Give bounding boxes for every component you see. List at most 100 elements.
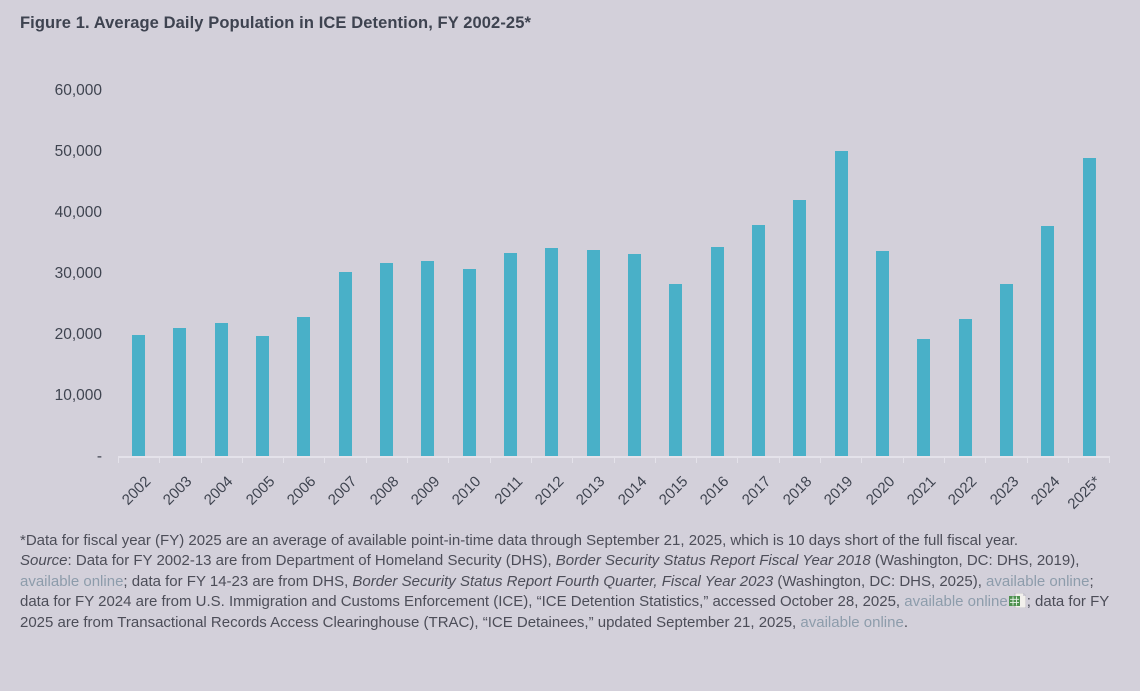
bar-2025 [1082,158,1096,457]
x-tick-label-2007: 2007 [325,473,361,509]
x-label-slot: 2021 [903,463,944,535]
bar-slot-2020 [862,91,903,457]
bar-slot-2017 [738,91,779,457]
notes-block: *Data for fiscal year (FY) 2025 are an a… [20,531,1124,633]
x-label-slot: 2009 [407,463,448,535]
x-tick [902,458,944,463]
bar-slot-2012 [531,91,572,457]
x-tick-label-2011: 2011 [491,473,526,508]
bar-slot-2004 [201,91,242,457]
x-tick [861,458,902,463]
x-tick [159,458,200,463]
x-label-slot: 2022 [945,463,986,535]
bars-group [118,91,1110,457]
source-note: Source: Data for FY 2002-13 are from Dep… [20,551,1124,633]
y-tick-label-50000: 50,000 [54,143,102,160]
x-tick-label-2008: 2008 [366,473,402,509]
x-tick-label-2004: 2004 [201,473,237,509]
bar-slot-2016 [697,91,738,457]
bar-slot-2024 [1027,91,1068,457]
x-tick [489,458,531,463]
bar-2005 [256,336,270,457]
x-axis-ticks [118,458,1111,463]
x-tick [1067,458,1111,463]
bar-2023 [1000,284,1014,457]
x-label-slot: 2013 [573,463,614,535]
x-label-slot: 2007 [325,463,366,535]
y-tick-label-20000: 20,000 [54,326,102,343]
plot-area [118,91,1111,463]
x-tick [820,458,861,463]
bar-slot-2008 [366,91,407,457]
x-label-slot: 2006 [283,463,324,535]
bar-2002 [132,335,146,457]
bar-slot-2006 [283,91,324,457]
x-tick-label-2022: 2022 [944,473,981,509]
x-tick-label-2019: 2019 [820,473,857,509]
x-axis-labels: 2002 2003 2004 2005 2006 2007 2008 2009 2010 2011… [118,463,1110,535]
x-tick [613,458,655,463]
bar-2008 [380,263,394,457]
x-tick-label-2015: 2015 [655,473,692,509]
x-tick-label-2006: 2006 [283,473,320,509]
bar-2016 [710,247,724,457]
x-tick [283,458,324,463]
x-label-slot: 2016 [697,463,738,535]
bar-slot-2019 [821,91,862,457]
x-tick [1026,458,1068,463]
bar-slot-2013 [573,91,614,457]
x-tick-label-2003: 2003 [159,473,196,509]
x-tick-label-2005: 2005 [242,473,278,509]
x-tick [985,458,1026,463]
source-italic-text: Source [20,552,68,570]
x-label-slot: 2003 [159,463,200,535]
bar-slot-2018 [779,91,820,457]
bar-2011 [504,253,518,457]
bar-slot-2015 [655,91,696,457]
x-tick-label-2021: 2021 [903,473,940,509]
x-label-slot: 2020 [862,463,903,535]
x-tick-label-2020: 2020 [862,473,898,509]
bar-2006 [297,317,311,457]
y-tick-label-10000: 10,000 [54,387,102,404]
x-label-slot: 2014 [614,463,655,535]
bar-2014 [628,254,642,457]
source-italic-text: Border Security Status Report Fiscal Yea… [555,552,871,570]
x-tick-label-2016: 2016 [696,473,733,509]
source-text: ; data for FY 2025 are from Transactiona… [20,593,1109,631]
x-tick [448,458,489,463]
available-online-link[interactable]: available online [986,572,1090,590]
available-online-link[interactable]: available online [800,613,904,631]
available-online-link[interactable]: available online [904,593,1008,611]
bar-slot-2009 [407,91,448,457]
bar-slot-2005 [242,91,283,457]
bar-2020 [876,251,890,457]
bar-slot-2011 [490,91,531,457]
x-tick-label-2012: 2012 [531,473,568,509]
x-tick [696,458,737,463]
bar-2007 [338,272,352,457]
available-online-link[interactable]: available online [20,572,124,590]
bar-2013 [586,250,600,457]
bar-slot-2010 [449,91,490,457]
bar-2021 [917,339,931,457]
source-text: : Data for FY 2002-13 are from Departmen… [67,552,556,570]
bar-2010 [462,269,476,457]
x-label-slot: 2023 [986,463,1027,535]
x-label-slot: 2005 [242,463,283,535]
x-label-slot: 2024 [1027,463,1068,535]
source-text: ; data for FY 2024 are from U.S. Immigra… [20,572,1094,611]
x-tick [572,458,613,463]
x-tick [118,458,159,463]
x-label-slot: 2018 [779,463,820,535]
x-label-slot: 2012 [531,463,572,535]
x-label-slot: 2025* [1065,463,1110,535]
source-text: ; data for FY 14-23 are from DHS, [123,572,353,590]
bar-slot-2003 [159,91,200,457]
y-tick-label-0: - [96,448,102,465]
bar-slot-2014 [614,91,655,457]
excel-file-icon[interactable] [1008,593,1026,609]
x-tick [778,458,820,463]
bar-slot-2021 [903,91,944,457]
